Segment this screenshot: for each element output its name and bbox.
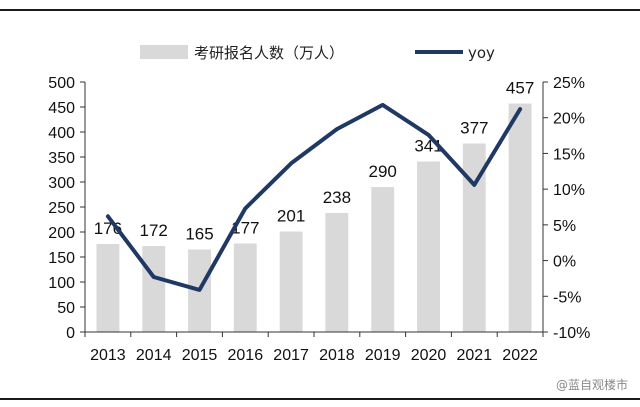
left-tick-label-300: 300 xyxy=(48,175,75,192)
left-tick-label-450: 450 xyxy=(48,100,75,117)
x-tick-label-2017: 2017 xyxy=(273,347,309,364)
bars-group xyxy=(96,103,532,332)
bar-2020 xyxy=(417,161,440,332)
x-tick-label-2013: 2013 xyxy=(90,347,126,364)
bar-2021 xyxy=(462,143,486,332)
legend-bar-label: 考研报名人数（万人） xyxy=(194,44,344,62)
left-tick-label-150: 150 xyxy=(48,250,75,267)
left-tick-label-100: 100 xyxy=(48,275,75,292)
bar-2018 xyxy=(325,213,349,332)
top-rule xyxy=(0,9,640,11)
right-tick-label-25%: 25% xyxy=(553,75,585,92)
right-tick-label--10%: -10% xyxy=(553,325,590,342)
data-label-2017: 201 xyxy=(277,207,305,226)
right-tick-label-20%: 20% xyxy=(553,111,585,128)
bar-2019 xyxy=(371,187,395,332)
data-label-2022: 457 xyxy=(506,79,534,98)
bar-2016 xyxy=(233,243,257,332)
x-tick-label-2019: 2019 xyxy=(365,347,401,364)
left-tick-label-200: 200 xyxy=(48,225,75,242)
watermark: @蓝自观楼市 xyxy=(555,378,628,392)
yoy-line xyxy=(105,102,523,292)
x-tick-label-2022: 2022 xyxy=(502,347,538,364)
legend-line-label: yoy xyxy=(468,44,495,62)
right-tick-label-15%: 15% xyxy=(553,146,585,163)
bottom-rule xyxy=(0,398,640,400)
x-tick-label-2018: 2018 xyxy=(319,347,355,364)
data-label-2019: 290 xyxy=(369,162,397,181)
left-tick-label-500: 500 xyxy=(48,75,75,92)
left-tick-label-250: 250 xyxy=(48,200,75,217)
data-label-2021: 377 xyxy=(460,119,488,138)
left-tick-label-400: 400 xyxy=(48,125,75,142)
bar-2013 xyxy=(96,244,120,332)
x-tick-label-2015: 2015 xyxy=(182,347,218,364)
left-tick-label-50: 50 xyxy=(57,300,75,317)
data-label-2015: 165 xyxy=(185,225,213,244)
x-tick-label-2021: 2021 xyxy=(457,347,493,364)
yoy-line-group xyxy=(105,102,523,292)
left-tick-label-350: 350 xyxy=(48,150,75,167)
x-tick-label-2014: 2014 xyxy=(136,347,172,364)
x-tick-label-2020: 2020 xyxy=(411,347,447,364)
data-label-2014: 172 xyxy=(140,221,168,240)
bar-2014 xyxy=(142,246,166,332)
right-tick-label-0%: 0% xyxy=(553,254,576,271)
left-tick-label-0: 0 xyxy=(66,325,75,342)
bar-2017 xyxy=(279,231,303,332)
right-tick-label-5%: 5% xyxy=(553,218,576,235)
bar-2022 xyxy=(508,103,532,332)
right-tick-label--5%: -5% xyxy=(553,289,581,306)
axes-group: 0 50 100 150 200 250 300 350 400 450 500 -10% -5% 0% 5… xyxy=(48,75,590,364)
data-label-2018: 238 xyxy=(323,188,351,207)
right-tick-label-10%: 10% xyxy=(553,182,585,199)
x-tick-label-2016: 2016 xyxy=(228,347,264,364)
legend: 考研报名人数（万人） yoy xyxy=(140,44,495,62)
legend-bar-swatch xyxy=(140,45,188,59)
